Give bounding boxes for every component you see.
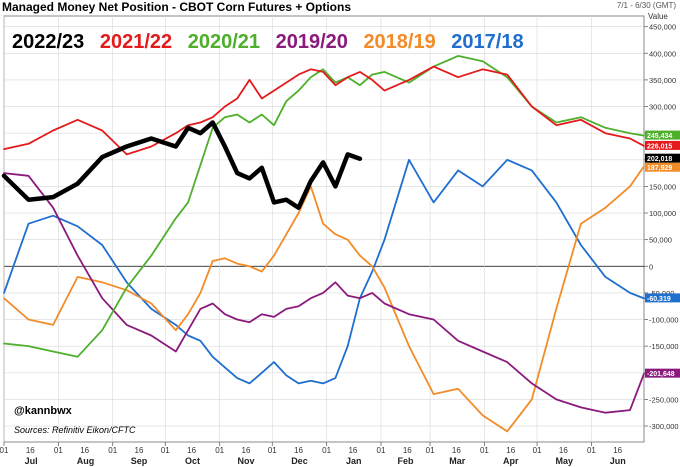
y-tick-label: 50,000 [649,236,672,245]
end-label-box [645,153,680,163]
month-label: Nov [237,456,254,466]
month-label: Aug [77,456,95,466]
x-tick-label: 16 [613,446,622,455]
x-tick-label: 01 [426,446,435,455]
legend-item-2019-20: 2019/20 [275,31,348,53]
y-tick-label: 450,000 [649,23,676,32]
end-label-box [645,162,680,172]
source-note: Sources: Refinitiv Eikon/CFTC [14,425,136,435]
x-tick-label: 16 [135,446,144,455]
x-tick-label: 01 [322,446,331,455]
y-tick-label: -150,000 [649,342,679,351]
x-tick-label: 16 [294,446,303,455]
y-tick-label: -100,000 [649,316,679,325]
x-tick-label: 16 [403,446,412,455]
x-tick-label: 16 [80,446,89,455]
y-tick-label: 100,000 [649,209,676,218]
series-line-2021-22 [3,65,645,156]
chart-title: Managed Money Net Position - CBOT Corn F… [2,0,352,14]
month-label: Jul [25,456,38,466]
end-value-label: -201,648 [647,371,675,378]
end-label-box [645,368,680,378]
x-tick-label: 01 [268,446,277,455]
legend-item-2022-23: 2022/23 [12,31,85,53]
x-tick-label: 01 [377,446,386,455]
x-tick-label: 01 [161,446,170,455]
y-axis-header: Value [648,12,668,21]
series-line-2020-21 [3,55,645,358]
x-tick-label: 16 [348,446,357,455]
x-tick-label: 16 [506,446,515,455]
x-tick-label: 16 [452,446,461,455]
x-tick-label: 16 [559,446,568,455]
credit-handle: @kannbwx [14,405,72,417]
month-label: Oct [185,456,200,466]
month-label: Apr [503,456,519,466]
y-tick-label: -300,000 [649,422,679,431]
legend-item-2020-21: 2020/21 [187,31,261,53]
y-tick-label: -250,000 [649,395,679,404]
x-tick-label: 01 [533,446,542,455]
legend-item-2018-19: 2018/19 [363,31,436,53]
month-label: Dec [291,456,308,466]
legend: 2022/23 2021/22 2020/21 2019/20 2018/19 … [12,31,534,54]
x-tick-label: 01 [0,446,9,455]
y-tick-label: 300,000 [649,103,676,112]
month-label: Sep [131,456,148,466]
series-line-2019-20 [3,172,645,414]
end-label-box [645,140,680,150]
end-value-label: 187,929 [647,165,672,172]
end-value-label: 226,015 [647,143,672,150]
x-tick-label: 16 [187,446,196,455]
month-label: Feb [398,456,415,466]
x-tick-label: 01 [108,446,117,455]
y-tick-label: 0 [649,262,653,271]
x-tick-label: 01 [587,446,596,455]
x-tick-label: 16 [26,446,35,455]
date-range: 7/1 - 6/30 (GMT) [616,1,676,10]
month-label: May [555,456,573,466]
series-line-2017-18 [3,158,645,385]
y-tick-label: 150,000 [649,182,676,191]
end-label-box [645,130,680,140]
month-label: Jun [610,456,626,466]
end-value-label: 245,434 [647,133,672,140]
x-tick-label: 01 [54,446,63,455]
series-line-2022-23 [1,120,363,210]
y-tick-label: 350,000 [649,76,676,85]
y-tick-label: 400,000 [649,49,676,58]
month-label: Jan [346,456,362,466]
x-tick-label: 01 [215,446,224,455]
end-value-label: -60,319 [647,296,671,303]
end-value-label: 202,018 [647,156,672,163]
legend-item-2017-18: 2017/18 [451,31,524,53]
x-tick-label: 16 [242,446,251,455]
x-tick-label: 01 [480,446,489,455]
month-label: Mar [449,456,466,466]
end-label-box [645,293,680,303]
legend-item-2021-22: 2021/22 [99,31,173,53]
